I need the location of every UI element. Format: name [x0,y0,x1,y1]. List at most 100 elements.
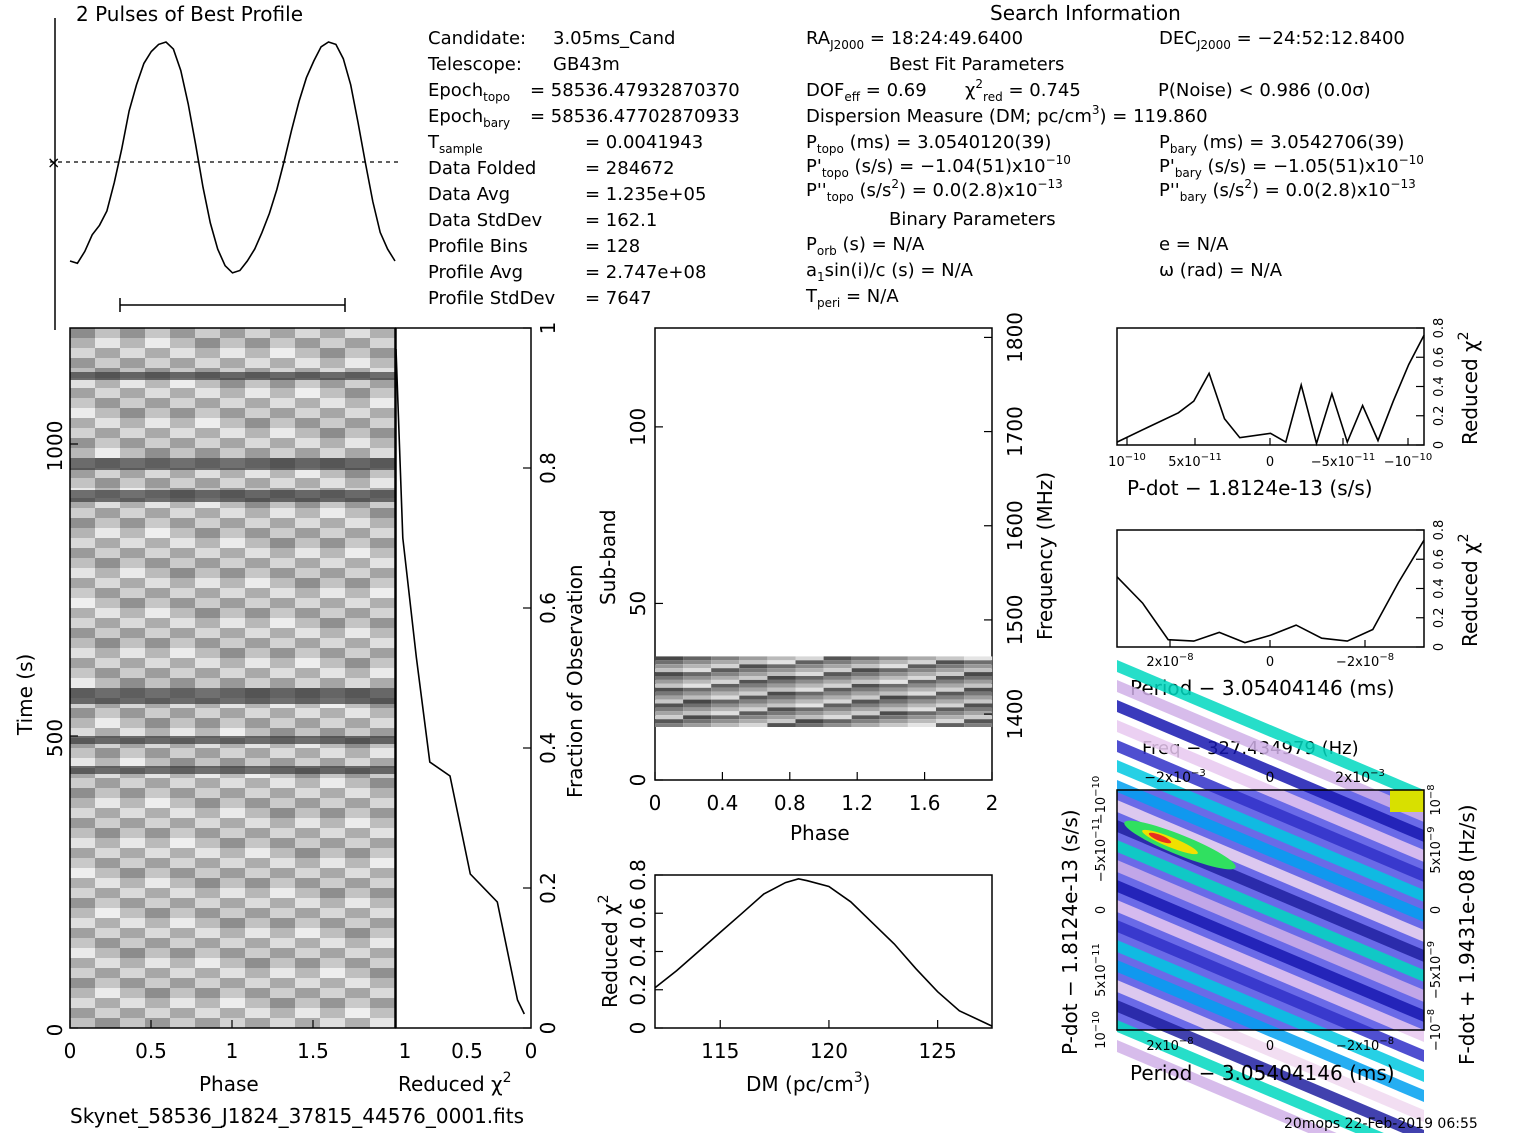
time-phase-cell [220,978,245,988]
freq-tick-label: 1800 [1003,312,1027,363]
time-phase-cell [245,828,270,838]
time-phase-cell [195,978,220,988]
time-phase-band [70,372,395,380]
subband-cell [936,656,965,661]
time-phase-cell [170,658,195,668]
time-phase-cell [120,938,145,948]
time-phase-cell [245,538,270,548]
time-phase-cell [220,448,245,458]
info-left-row: Data Avg [428,184,510,205]
time-phase-cell [70,398,95,408]
time-phase-cell [370,508,395,518]
time-phase-cell [170,788,195,798]
time-phase-cell [120,948,145,958]
freq-tick-label: 1400 [1003,689,1027,740]
time-phase-cell [120,818,145,828]
time-phase-cell [370,648,395,658]
time-phase-cell [320,938,345,948]
time-phase-cell [220,628,245,638]
subband-cell [851,656,880,661]
time-phase-cell [370,538,395,548]
time-phase-cell [120,638,145,648]
time-phase-cell [70,958,95,968]
time-phase-cell [220,388,245,398]
chi-small-tick-label: 0 [1432,643,1447,651]
redchi-fraction-panel: 1 0.5 0 00.20.40.60.81 Reduced χ2 Fraction… [395,322,587,1096]
dm-y-tick-label: 0.8 [626,859,650,891]
time-phase-cell [295,788,320,798]
dm-panel: 115 120 125 0 0.2 0.4 0.6 0.8 DM (pc/cm3) Redu… [596,859,993,1096]
time-phase-cell [345,348,370,358]
time-phase-cell [320,978,345,988]
time-phase-cell [170,778,195,788]
time-phase-cell [345,708,370,718]
time-phase-cell [320,588,345,598]
time-phase-cell [245,898,270,908]
dm-y-tick-label: 0.2 [626,974,650,1006]
subband-cell [907,660,936,665]
time-phase-cell [245,918,270,928]
time-phase-cell [220,918,245,928]
time-phase-cell [270,478,295,488]
time-phase-cell [220,578,245,588]
time-phase-cell [270,978,295,988]
time-phase-cell [120,798,145,808]
time-phase-cell [270,578,295,588]
subband-cell [964,723,993,727]
time-phase-cell [145,888,170,898]
omega-line: ω (rad) = N/A [1159,260,1283,281]
time-phase-cell [370,708,395,718]
time-phase-cell [270,648,295,658]
time-phase-cell [245,1018,270,1028]
subband-cell [795,719,824,724]
time-phase-cell [345,898,370,908]
subband-cell [823,723,852,727]
time-phase-cell [345,468,370,478]
subband-cell [683,683,712,688]
time-phase-cell [295,848,320,858]
time-phase-cell [220,548,245,558]
dm-y-tick-label: 0.6 [626,897,650,929]
time-phase-cell [295,678,320,688]
time-phase-cell [95,958,120,968]
info-left-value: = 128 [585,236,640,257]
time-phase-cell [170,1008,195,1018]
time-phase-cell [370,748,395,758]
subband-cell [851,676,880,680]
time-phase-cell [120,528,145,538]
time-phase-cell [95,428,120,438]
ppdot-band [1117,980,1424,1122]
subband-stripes [655,656,993,727]
time-phase-cell [320,358,345,368]
subband-cell [683,691,712,696]
time-phase-cell [95,608,120,618]
subband-cell [907,664,936,669]
time-phase-cell [370,668,395,678]
time-phase-cell [245,818,270,828]
time-phase-cell [195,328,220,338]
pdot-axis-label: P-dot − 1.8124e-13 (s/s) [1127,476,1373,500]
time-phase-cell [120,328,145,338]
time-phase-cell [220,868,245,878]
time-phase-cell [345,668,370,678]
time-phase-cell [270,958,295,968]
subband-cell [711,683,740,688]
time-phase-cell [270,348,295,358]
subband-cell [851,668,880,673]
subband-cell [739,672,768,676]
dm-x-tick-label: 120 [810,1039,848,1063]
time-phase-cell [370,608,395,618]
time-phase-cell [345,438,370,448]
time-phase-cell [145,478,170,488]
subband-cell [767,699,796,704]
time-phase-cell [120,928,145,938]
time-phase-cell [170,588,195,598]
subband-cell [964,672,993,676]
time-phase-cell [370,658,395,668]
subband-cell [823,691,852,696]
time-phase-cell [195,408,220,418]
time-phase-cell [145,418,170,428]
time-phase-cell [370,778,395,788]
time-phase-cell [270,798,295,808]
time-phase-cell [170,618,195,628]
